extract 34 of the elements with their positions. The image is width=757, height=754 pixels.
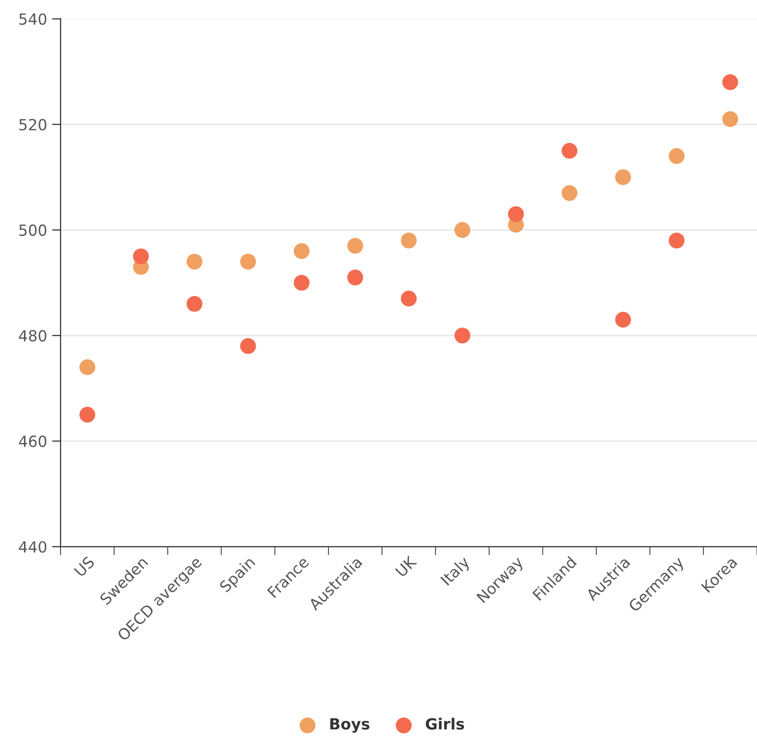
point bbox=[347, 270, 364, 286]
point bbox=[240, 254, 256, 270]
y-tick-label: 440 bbox=[18, 541, 46, 553]
point bbox=[79, 406, 96, 423]
point bbox=[186, 254, 202, 270]
legend-label: Boys bbox=[330, 718, 370, 733]
point bbox=[508, 206, 524, 222]
y-tick-label: 540 bbox=[19, 13, 46, 25]
y-tick-label: 480 bbox=[18, 330, 46, 342]
point bbox=[186, 296, 202, 312]
x-tick-label: US bbox=[74, 556, 96, 578]
point bbox=[400, 290, 417, 306]
y-tick-label: 460 bbox=[18, 436, 46, 448]
point bbox=[454, 328, 470, 344]
point bbox=[294, 274, 310, 291]
point bbox=[454, 222, 470, 238]
x-tick-label: UK bbox=[395, 555, 418, 578]
point bbox=[133, 248, 149, 264]
point bbox=[615, 169, 631, 186]
point bbox=[240, 338, 256, 354]
point bbox=[562, 142, 578, 159]
y-tick-label: 500 bbox=[19, 224, 46, 236]
point bbox=[722, 111, 738, 128]
point bbox=[668, 232, 685, 248]
point bbox=[562, 185, 578, 201]
legend-label: Girls bbox=[426, 718, 464, 730]
point bbox=[294, 243, 310, 259]
point bbox=[722, 74, 738, 90]
point bbox=[79, 359, 96, 376]
y-tick-label: 520 bbox=[19, 118, 46, 130]
point bbox=[347, 238, 364, 254]
point bbox=[400, 232, 417, 248]
point bbox=[668, 148, 685, 164]
point bbox=[615, 312, 631, 328]
